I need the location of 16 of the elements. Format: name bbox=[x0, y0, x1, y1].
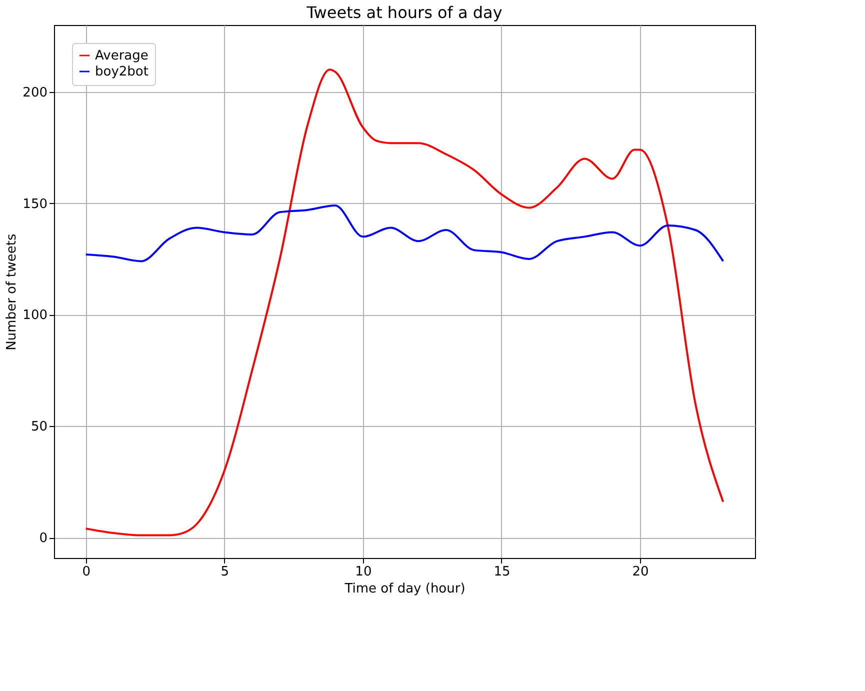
y-axis-title: Number of tweets bbox=[4, 233, 20, 350]
x-axis-title: Time of day (hour) bbox=[344, 582, 466, 596]
x-tick-label: 20 bbox=[632, 564, 649, 580]
y-tick-label: 0 bbox=[39, 531, 48, 546]
chart-title: Tweets at hours of a day bbox=[306, 3, 502, 22]
legend-label: boy2bot bbox=[95, 64, 148, 80]
y-tick-label: 50 bbox=[30, 420, 48, 435]
x-tick-label: 15 bbox=[494, 564, 510, 580]
y-tick-label: 150 bbox=[22, 196, 48, 212]
x-tick-label: 5 bbox=[220, 564, 230, 580]
legend-label: Average bbox=[95, 48, 148, 64]
y-tick-label: 200 bbox=[22, 85, 48, 100]
x-tick-label: 0 bbox=[82, 564, 91, 580]
y-tick-label: 100 bbox=[22, 308, 48, 324]
line-series bbox=[84, 204, 724, 262]
x-tick-label: 10 bbox=[355, 564, 372, 580]
